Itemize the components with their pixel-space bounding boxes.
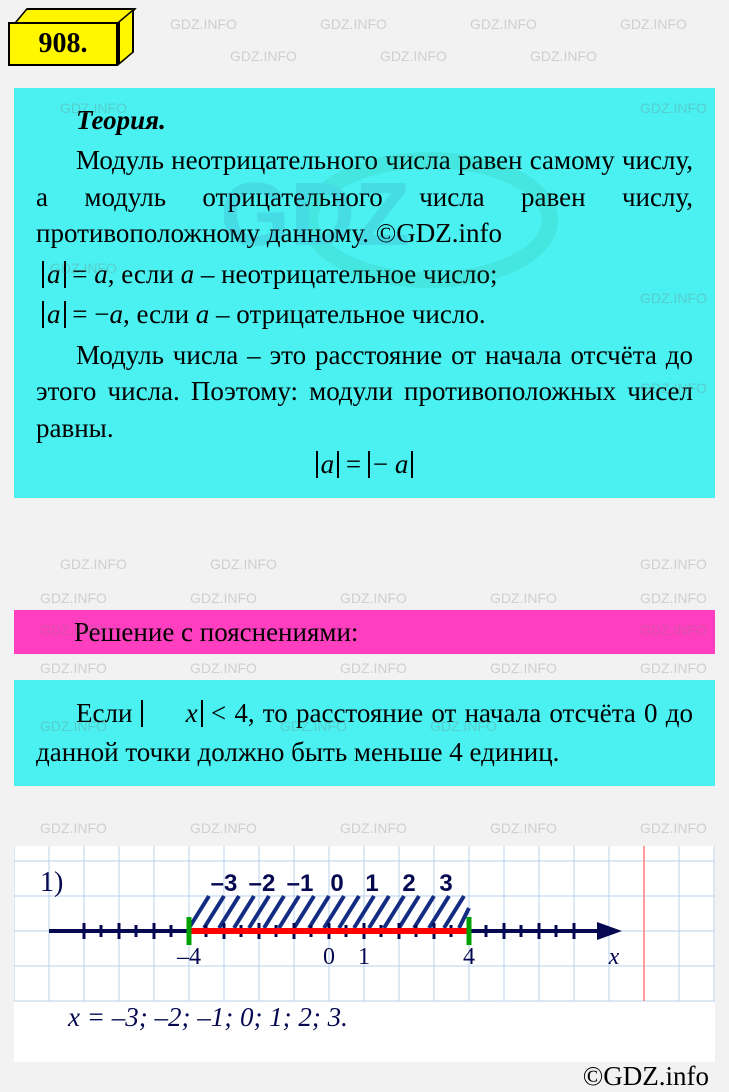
f2-post: – отрицательное число.	[209, 299, 485, 329]
wm: GDZ.INFO	[60, 556, 127, 572]
wm: GDZ.INFO	[340, 660, 407, 676]
theory-title: Теория.	[76, 102, 693, 138]
tl-1: –2	[249, 870, 276, 897]
wm: GDZ.INFO	[320, 16, 387, 32]
f1-post: – неотрицательное число;	[194, 259, 497, 289]
problem-number: 908.	[39, 28, 88, 60]
bl-1: 1	[358, 944, 370, 970]
item-label: 1)	[40, 867, 63, 898]
box-front-face: 908.	[8, 22, 118, 66]
tl-4: 1	[365, 870, 378, 897]
wm: GDZ.INFO	[530, 48, 597, 64]
solution-header: Решение с пояснениями:	[14, 610, 715, 654]
problem-number-box: 908.	[8, 8, 138, 68]
tl-2: –1	[287, 870, 314, 897]
theory-formula2: a = −a, если a – отрицательное число.	[42, 296, 693, 332]
solution-header-text: Решение с пояснениями:	[74, 617, 358, 648]
wm: GDZ.INFO	[340, 590, 407, 606]
theory-para1: Модуль неотрицательного числа равен само…	[36, 142, 693, 251]
wm: GDZ.INFO	[230, 48, 297, 64]
theory-formula1: a = a, если a – неотрицательное число;	[42, 256, 693, 292]
theory-block: Теория. Модуль неотрицательного числа ра…	[14, 88, 715, 498]
f1-mid: , если	[108, 259, 181, 289]
answer-values: –3; –2; –1; 0; 1; 2; 3.	[112, 1002, 348, 1032]
bl-x: x	[608, 944, 620, 970]
solution-block: Если x < 4, то расстояние от начала отсч…	[14, 680, 715, 786]
wm: GDZ.INFO	[340, 820, 407, 836]
tl-5: 2	[402, 870, 415, 897]
wm: GDZ.INFO	[490, 820, 557, 836]
wm: GDZ.INFO	[640, 820, 707, 836]
solution-text: Если x < 4, то расстояние от начала отсч…	[36, 694, 693, 772]
wm: GDZ.INFO	[490, 660, 557, 676]
f2-mid: , если	[123, 299, 196, 329]
tl-3: 0	[330, 870, 343, 897]
answer-line: x = –3; –2; –1; 0; 1; 2; 3.	[68, 1002, 348, 1033]
wm: GDZ.INFO	[190, 820, 257, 836]
f2-var: a	[196, 299, 210, 329]
wm: GDZ.INFO	[190, 660, 257, 676]
tl-0: –3	[211, 870, 238, 897]
wm: GDZ.INFO	[490, 590, 557, 606]
f1-var: a	[181, 259, 195, 289]
wm: GDZ.INFO	[40, 820, 107, 836]
theory-para2: Модуль числа – это расстояние от начала …	[36, 337, 693, 446]
wm: GDZ.INFO	[640, 556, 707, 572]
wm: GDZ.INFO	[620, 16, 687, 32]
wm: GDZ.INFO	[470, 16, 537, 32]
bl-0: 0	[323, 944, 335, 970]
copyright: ©GDZ.info	[583, 1061, 709, 1092]
wm: GDZ.INFO	[210, 556, 277, 572]
theory-formula3: a = − a	[36, 446, 693, 482]
bl-p4: 4	[463, 944, 475, 970]
wm: GDZ.INFO	[380, 48, 447, 64]
answer-var: x	[68, 1002, 80, 1032]
wm: GDZ.INFO	[40, 590, 107, 606]
sol-pre: Если	[76, 698, 141, 728]
wm: GDZ.INFO	[640, 590, 707, 606]
wm: GDZ.INFO	[190, 590, 257, 606]
bl-m4: –4	[176, 944, 201, 970]
wm: GDZ.INFO	[640, 660, 707, 676]
wm: GDZ.INFO	[40, 660, 107, 676]
wm: GDZ.INFO	[170, 16, 237, 32]
tl-6: 3	[439, 870, 452, 897]
